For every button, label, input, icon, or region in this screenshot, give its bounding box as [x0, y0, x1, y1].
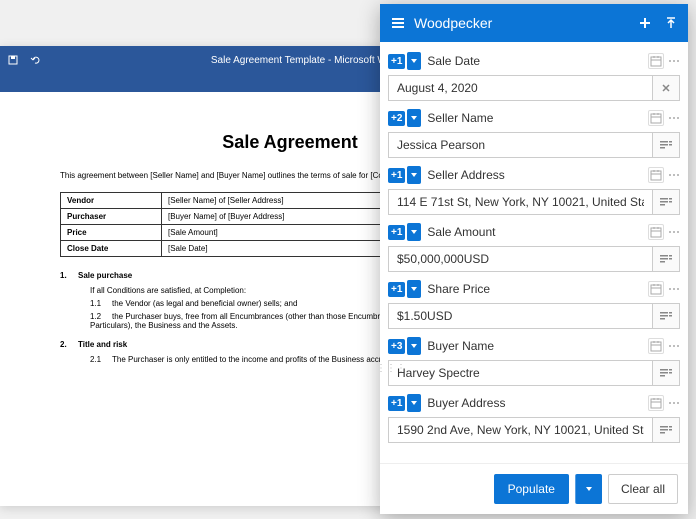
field-input-icon[interactable]: [652, 417, 680, 443]
field-label: Buyer Address: [427, 396, 642, 410]
field-label: Seller Address: [427, 168, 642, 182]
field-header-icons: [648, 110, 680, 126]
more-icon[interactable]: [668, 167, 680, 183]
field-input-row: [388, 132, 680, 158]
field-input-icon[interactable]: [652, 75, 680, 101]
badge-chevron-icon[interactable]: [407, 166, 421, 184]
field-badge[interactable]: +1: [388, 168, 405, 183]
field-input-row: [388, 303, 680, 329]
field-header: +3 Buyer Name: [388, 335, 680, 357]
field-input-icon[interactable]: [652, 246, 680, 272]
calendar-icon[interactable]: [648, 338, 664, 354]
field-input-row: [388, 246, 680, 272]
badge-chevron-icon[interactable]: [407, 337, 421, 355]
more-icon[interactable]: [668, 281, 680, 297]
field-header-icons: [648, 167, 680, 183]
field-header-icons: [648, 224, 680, 240]
field-badge[interactable]: +1: [388, 54, 405, 69]
calendar-icon[interactable]: [648, 281, 664, 297]
field-header-icons: [648, 395, 680, 411]
word-titlebar-left-icons: [8, 55, 40, 65]
badge-chevron-icon[interactable]: [407, 394, 421, 412]
more-icon[interactable]: [668, 224, 680, 240]
field-input-icon[interactable]: [652, 360, 680, 386]
calendar-icon[interactable]: [648, 224, 664, 240]
field-input-icon[interactable]: [652, 303, 680, 329]
field-input-icon[interactable]: [652, 132, 680, 158]
field-header-icons: [648, 338, 680, 354]
calendar-icon[interactable]: [648, 110, 664, 126]
save-icon[interactable]: [8, 55, 18, 65]
badge-chevron-icon[interactable]: [407, 223, 421, 241]
clear-all-button[interactable]: Clear all: [608, 474, 678, 504]
field-input[interactable]: [388, 303, 652, 329]
field-input-row: [388, 417, 680, 443]
add-icon[interactable]: [638, 16, 652, 30]
field-header-icons: [648, 53, 680, 69]
more-icon[interactable]: [668, 53, 680, 69]
calendar-icon[interactable]: [648, 53, 664, 69]
calendar-icon[interactable]: [648, 167, 664, 183]
more-icon[interactable]: [668, 110, 680, 126]
more-icon[interactable]: [668, 338, 680, 354]
field-label: Share Price: [427, 282, 642, 296]
upload-icon[interactable]: [664, 16, 678, 30]
undo-icon[interactable]: [30, 55, 40, 65]
calendar-icon[interactable]: [648, 395, 664, 411]
field-header: +2 Seller Name: [388, 107, 680, 129]
field-header: +1 Share Price: [388, 278, 680, 300]
field-input[interactable]: [388, 246, 652, 272]
field-block: +2 Seller Name: [388, 107, 680, 158]
field-header: +1 Buyer Address: [388, 392, 680, 414]
field-input[interactable]: [388, 189, 652, 215]
panel-footer: Populate Clear all: [380, 463, 688, 514]
field-input[interactable]: [388, 417, 652, 443]
field-badge[interactable]: +3: [388, 339, 405, 354]
more-icon[interactable]: [668, 395, 680, 411]
field-label: Buyer Name: [427, 339, 642, 353]
field-label: Seller Name: [427, 111, 642, 125]
woodpecker-panel: Woodpecker +1 Sale Date +2 Seller Name +1 Sel…: [380, 4, 688, 514]
field-block: +1 Share Price: [388, 278, 680, 329]
panel-body: +1 Sale Date +2 Seller Name +1 Seller Address…: [380, 42, 688, 463]
badge-chevron-icon[interactable]: [407, 280, 421, 298]
field-badge[interactable]: +1: [388, 282, 405, 297]
badge-chevron-icon[interactable]: [407, 52, 421, 70]
populate-button[interactable]: Populate: [494, 474, 569, 504]
field-block: +1 Buyer Address: [388, 392, 680, 443]
panel-title: Woodpecker: [414, 15, 638, 31]
field-input[interactable]: [388, 360, 652, 386]
field-block: +1 Sale Amount: [388, 221, 680, 272]
field-badge[interactable]: +1: [388, 225, 405, 240]
drag-handle-icon[interactable]: ⋮⋮⋮: [380, 363, 406, 374]
field-header: +1 Seller Address: [388, 164, 680, 186]
field-label: Sale Amount: [427, 225, 642, 239]
field-input-row: [388, 360, 680, 386]
field-header-icons: [648, 281, 680, 297]
field-label: Sale Date: [427, 54, 642, 68]
field-input[interactable]: [388, 75, 652, 101]
field-badge[interactable]: +1: [388, 396, 405, 411]
badge-chevron-icon[interactable]: [407, 109, 421, 127]
field-header: +1 Sale Amount: [388, 221, 680, 243]
field-input-row: [388, 189, 680, 215]
field-input[interactable]: [388, 132, 652, 158]
field-input-icon[interactable]: [652, 189, 680, 215]
field-block: ⋮⋮⋮+3Buyer Name: [388, 335, 680, 386]
field-header: +1 Sale Date: [388, 50, 680, 72]
menu-icon[interactable]: [390, 15, 406, 31]
field-block: +1 Sale Date: [388, 50, 680, 101]
populate-dropdown-button[interactable]: [575, 474, 602, 504]
panel-header: Woodpecker: [380, 4, 688, 42]
field-input-row: [388, 75, 680, 101]
field-badge[interactable]: +2: [388, 111, 405, 126]
field-block: +1 Seller Address: [388, 164, 680, 215]
